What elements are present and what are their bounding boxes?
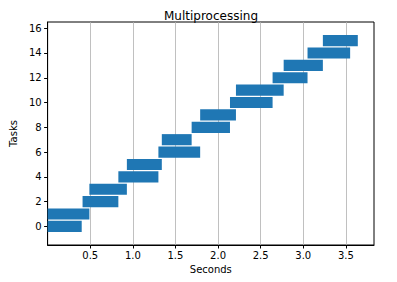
svg-text:12: 12 bbox=[29, 72, 42, 83]
svg-text:14: 14 bbox=[29, 47, 42, 58]
svg-text:6: 6 bbox=[35, 147, 41, 158]
svg-text:10: 10 bbox=[29, 97, 42, 108]
svg-text:1.5: 1.5 bbox=[167, 250, 183, 261]
svg-text:Multiprocessing: Multiprocessing bbox=[164, 9, 258, 23]
svg-text:2.0: 2.0 bbox=[210, 250, 226, 261]
svg-text:16: 16 bbox=[29, 23, 42, 34]
svg-text:Tasks: Tasks bbox=[8, 120, 19, 148]
svg-text:Seconds: Seconds bbox=[190, 264, 232, 275]
svg-text:8: 8 bbox=[35, 122, 41, 133]
svg-text:0: 0 bbox=[35, 221, 41, 232]
svg-text:2: 2 bbox=[35, 196, 41, 207]
svg-text:1.0: 1.0 bbox=[125, 250, 141, 261]
svg-text:2.5: 2.5 bbox=[253, 250, 269, 261]
svg-text:4: 4 bbox=[35, 171, 41, 182]
svg-text:3.5: 3.5 bbox=[338, 250, 354, 261]
svg-text:3.0: 3.0 bbox=[295, 250, 311, 261]
svg-text:0.5: 0.5 bbox=[82, 250, 98, 261]
